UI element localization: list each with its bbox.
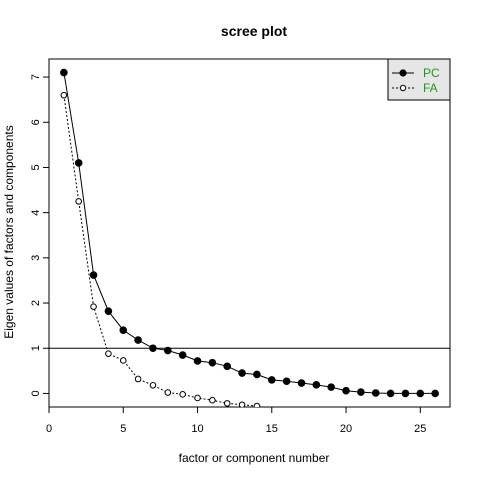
data-point-pc xyxy=(371,389,380,397)
data-point-fa xyxy=(134,375,142,383)
data-point-pc xyxy=(89,271,98,279)
x-tick-label: 25 xyxy=(414,423,426,435)
data-point-pc xyxy=(297,379,306,387)
data-point-pc xyxy=(327,383,335,391)
data-point-pc xyxy=(164,346,172,355)
data-point-pc xyxy=(149,344,157,353)
chart-title: scree plot xyxy=(221,23,287,39)
data-point-fa xyxy=(90,303,97,310)
data-point-pc xyxy=(253,370,261,379)
legend-marker-pc xyxy=(399,69,407,77)
data-point-pc xyxy=(193,357,202,365)
data-point-pc xyxy=(312,381,321,389)
legend-marker-fa xyxy=(399,84,407,92)
x-axis-label: factor or component number xyxy=(179,451,330,465)
y-tick-label: 0 xyxy=(30,390,42,396)
legend-box xyxy=(387,58,451,101)
data-point-fa xyxy=(105,350,112,357)
x-tick-label: 15 xyxy=(266,423,278,435)
y-tick-label: 4 xyxy=(30,210,42,216)
data-point-pc xyxy=(401,389,410,398)
data-point-fa xyxy=(253,402,261,407)
series-group xyxy=(60,68,439,407)
y-tick-label: 7 xyxy=(30,74,42,80)
plot-frame xyxy=(48,58,451,408)
y-tick-label: 1 xyxy=(30,345,42,351)
data-point-pc xyxy=(223,362,232,371)
x-tick-label: 0 xyxy=(46,423,52,435)
data-point-fa xyxy=(238,401,246,407)
x-tick-label: 10 xyxy=(191,423,203,435)
y-tick-label: 5 xyxy=(30,164,42,170)
data-point-pc xyxy=(357,388,365,396)
data-point-pc xyxy=(208,358,217,367)
data-point-fa xyxy=(119,357,127,364)
data-point-pc xyxy=(119,326,128,334)
x-tick-label: 5 xyxy=(120,423,126,435)
data-point-fa xyxy=(223,400,231,407)
data-point-fa xyxy=(60,91,68,99)
data-point-fa xyxy=(209,396,216,404)
data-point-pc xyxy=(134,336,142,344)
data-point-pc xyxy=(178,351,187,359)
data-point-pc xyxy=(386,389,395,398)
data-point-pc xyxy=(104,307,113,315)
data-point-pc xyxy=(238,369,246,377)
data-point-pc xyxy=(431,389,439,398)
data-point-fa xyxy=(194,394,201,402)
data-point-fa xyxy=(164,389,172,396)
data-point-pc xyxy=(342,386,350,395)
legend-label-pc: PC xyxy=(423,66,440,80)
y-tick-label: 2 xyxy=(30,300,42,306)
data-point-fa xyxy=(75,198,83,205)
y-tick-label: 6 xyxy=(30,119,42,125)
plot-area: 0 5 10 15 20 25 0 1 2 3 4 5 6 7 xyxy=(30,58,451,435)
data-point-pc xyxy=(267,376,276,384)
data-point-pc xyxy=(74,159,83,167)
data-point-pc xyxy=(416,389,425,398)
data-point-fa xyxy=(179,391,186,398)
y-tick-label: 3 xyxy=(30,255,42,261)
data-point-fa xyxy=(149,382,157,389)
x-tick-label: 20 xyxy=(340,423,352,435)
data-point-pc xyxy=(60,68,68,77)
data-point-pc xyxy=(282,377,291,386)
y-axis-label: Eigen values of factors and components xyxy=(2,125,16,338)
legend-label-fa: FA xyxy=(423,81,438,95)
